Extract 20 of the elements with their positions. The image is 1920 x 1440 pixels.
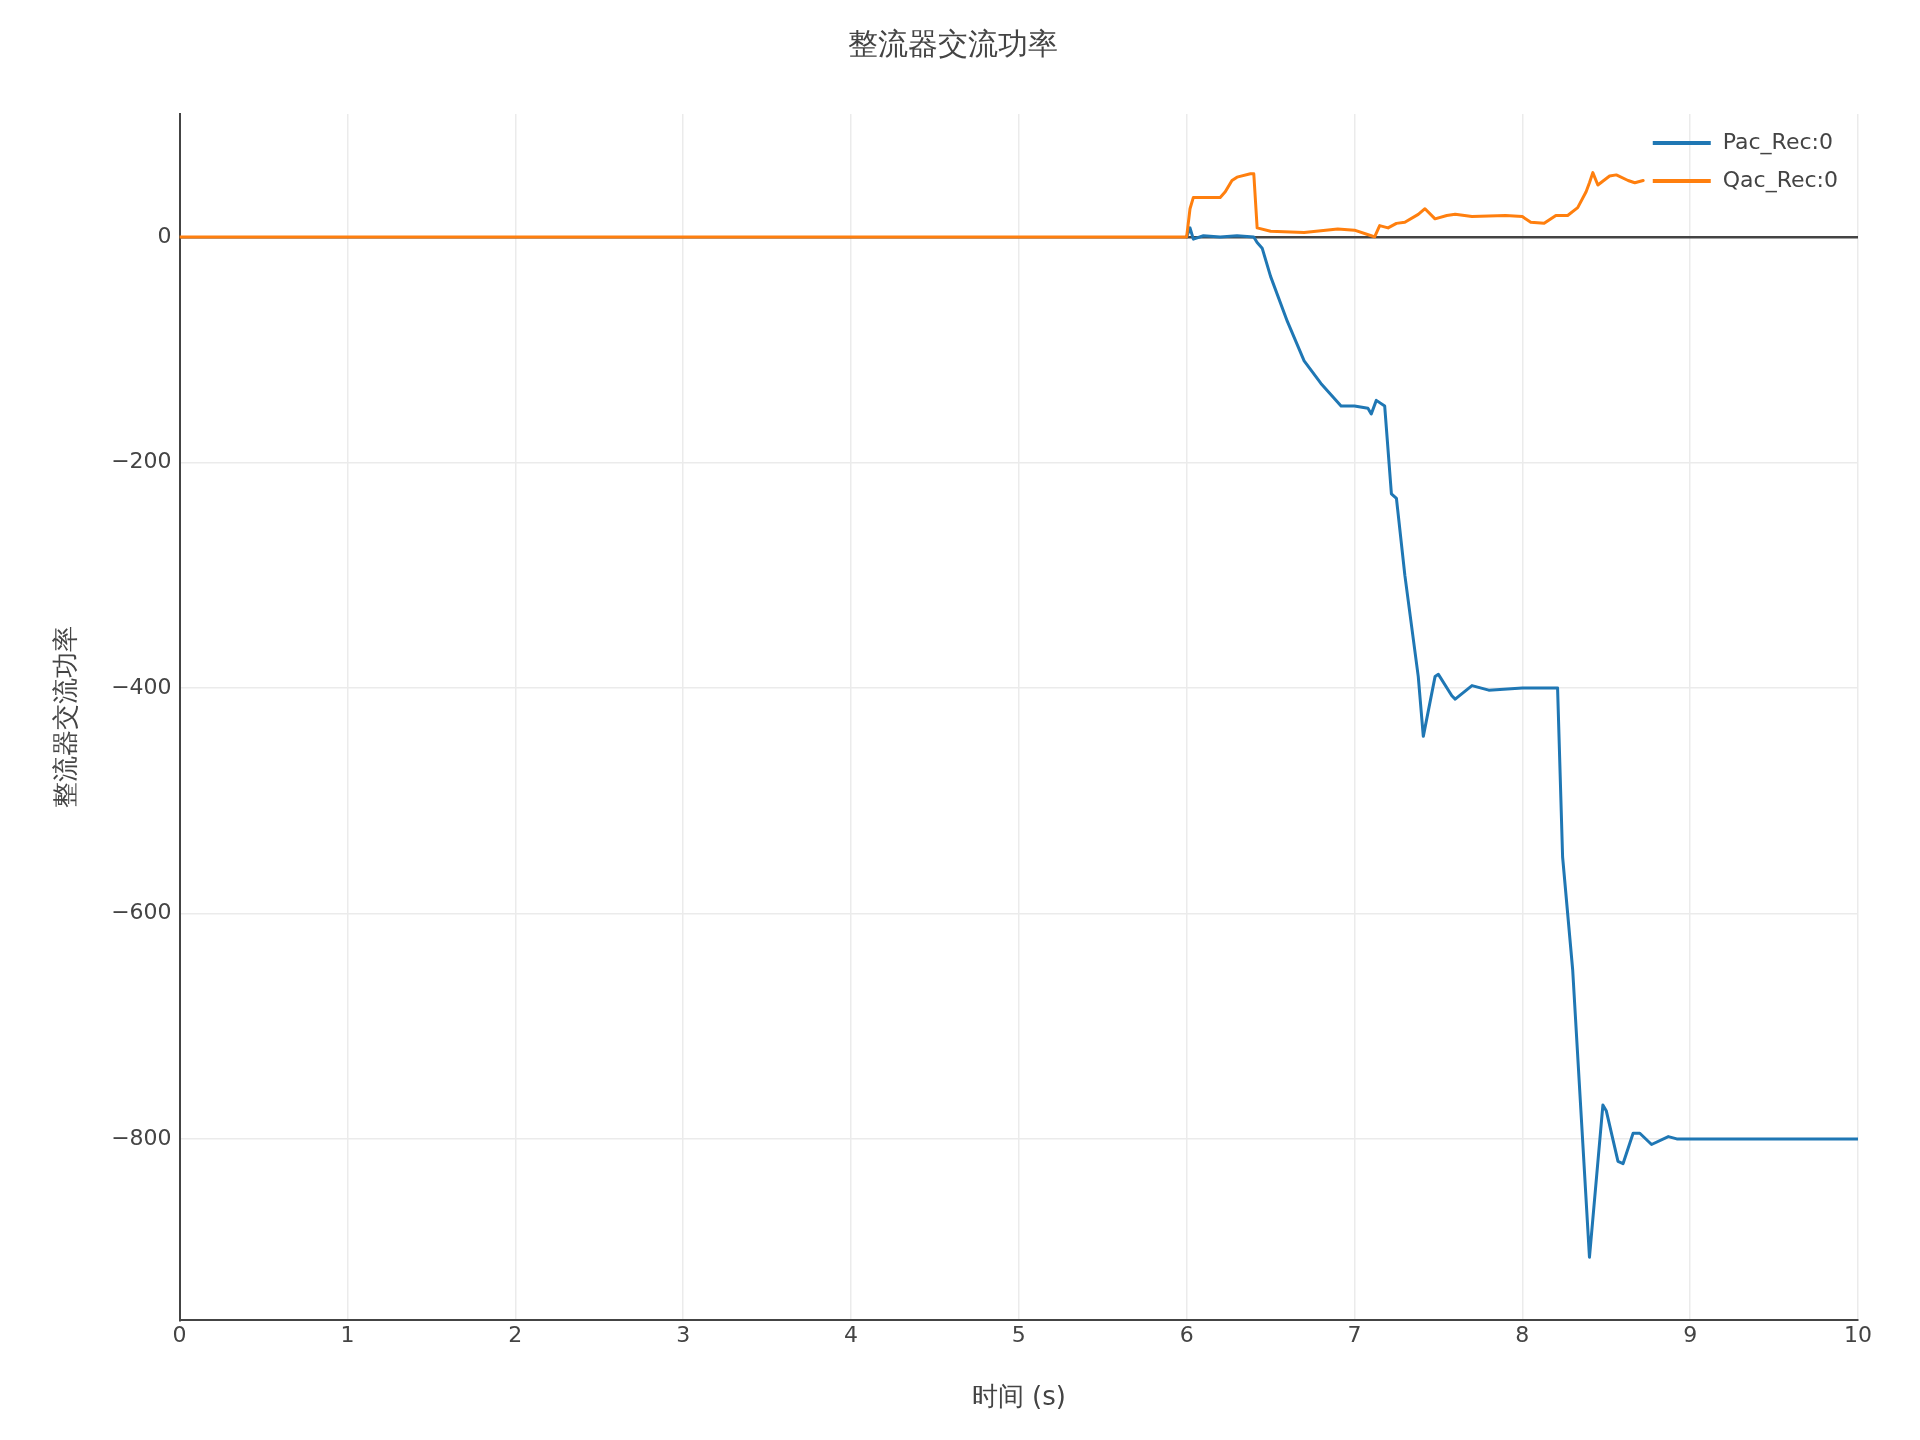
x-tick-label: 3	[676, 1322, 691, 1348]
x-tick-label: 1	[340, 1322, 355, 1348]
y-tick-label: −200	[111, 448, 172, 474]
y-axis-title: 整流器交流功率	[50, 626, 81, 809]
legend-label: Pac_Rec:0	[1722, 128, 1833, 155]
x-axis-title: 时间 (s)	[971, 1381, 1066, 1412]
x-tick-label: 9	[1683, 1322, 1698, 1348]
y-tick-label: 0	[157, 222, 172, 248]
x-tick-label: 6	[1179, 1322, 1194, 1348]
x-tick-label: 10	[1844, 1322, 1872, 1348]
x-tick-label: 4	[843, 1322, 858, 1348]
x-tick-label: 8	[1515, 1322, 1530, 1348]
y-tick-label: −600	[111, 899, 172, 925]
x-tick-label: 7	[1347, 1322, 1362, 1348]
x-tick-label: 5	[1011, 1322, 1026, 1348]
y-tick-label: −800	[111, 1124, 172, 1150]
legend-label: Qac_Rec:0	[1722, 166, 1838, 193]
chart-title: 整流器交流功率	[848, 25, 1058, 61]
y-tick-label: −400	[111, 673, 172, 699]
x-tick-label: 2	[508, 1322, 523, 1348]
